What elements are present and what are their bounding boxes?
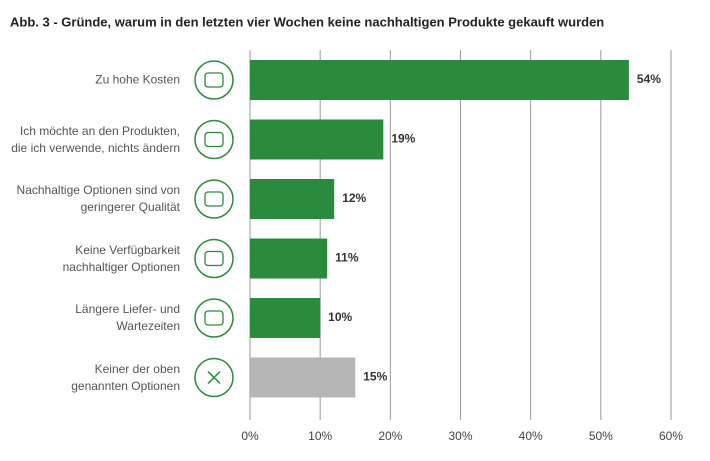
icon-glyph: [204, 310, 224, 326]
x-tick-label: 0%: [241, 429, 259, 443]
icon-glyph: [204, 72, 224, 88]
category-label: Keiner der oben genannten Optionen: [71, 361, 180, 393]
icon-glyph: [204, 191, 224, 207]
icon-circle: [194, 238, 234, 279]
x-tick-label: 20%: [378, 429, 402, 443]
category-label: Längere Liefer- und Wartezeiten: [75, 302, 180, 333]
category-icon: [194, 60, 234, 100]
x-tick-label: 10%: [308, 429, 332, 443]
icon-circle: [194, 298, 234, 338]
category-label: Nachhaltige Optionen sind von geringerer…: [16, 183, 180, 214]
value-label: 10%: [328, 310, 352, 324]
category-label: Zu hohe Kosten: [95, 72, 180, 87]
value-label: 19%: [391, 132, 415, 146]
category-icon: [194, 119, 234, 160]
category-icon: [194, 179, 234, 219]
icon-glyph: [204, 250, 224, 267]
chart-title: Abb. 3 - Gründe, warum in den letzten vi…: [10, 14, 604, 29]
bar: [250, 298, 321, 338]
x-tick-label: 60%: [659, 429, 683, 443]
icon-circle: [194, 357, 234, 398]
category-label: Ich möchte an den Produkten, die ich ver…: [11, 123, 180, 155]
icon-circle: [194, 60, 234, 100]
icon-circle: [194, 179, 234, 219]
category-icon: [194, 298, 234, 338]
icon-glyph: [204, 131, 224, 148]
value-label: 12%: [342, 191, 366, 205]
value-label: 11%: [335, 251, 359, 265]
icon-glyph: [207, 370, 221, 385]
bar: [250, 238, 328, 279]
category-icon: [194, 357, 234, 398]
value-label: 15%: [363, 370, 387, 384]
bar: [250, 357, 356, 398]
x-tick-label: 30%: [448, 429, 472, 443]
category-label: Keine Verfügbarkeit nachhaltiger Optione…: [62, 242, 180, 274]
value-label: 54%: [637, 72, 661, 86]
icon-circle: [194, 119, 234, 160]
category-icon: [194, 238, 234, 279]
x-tick-label: 50%: [589, 429, 613, 443]
x-tick-label: 40%: [519, 429, 543, 443]
bar: [250, 179, 335, 219]
bar: [250, 119, 384, 160]
bar: [250, 60, 629, 100]
